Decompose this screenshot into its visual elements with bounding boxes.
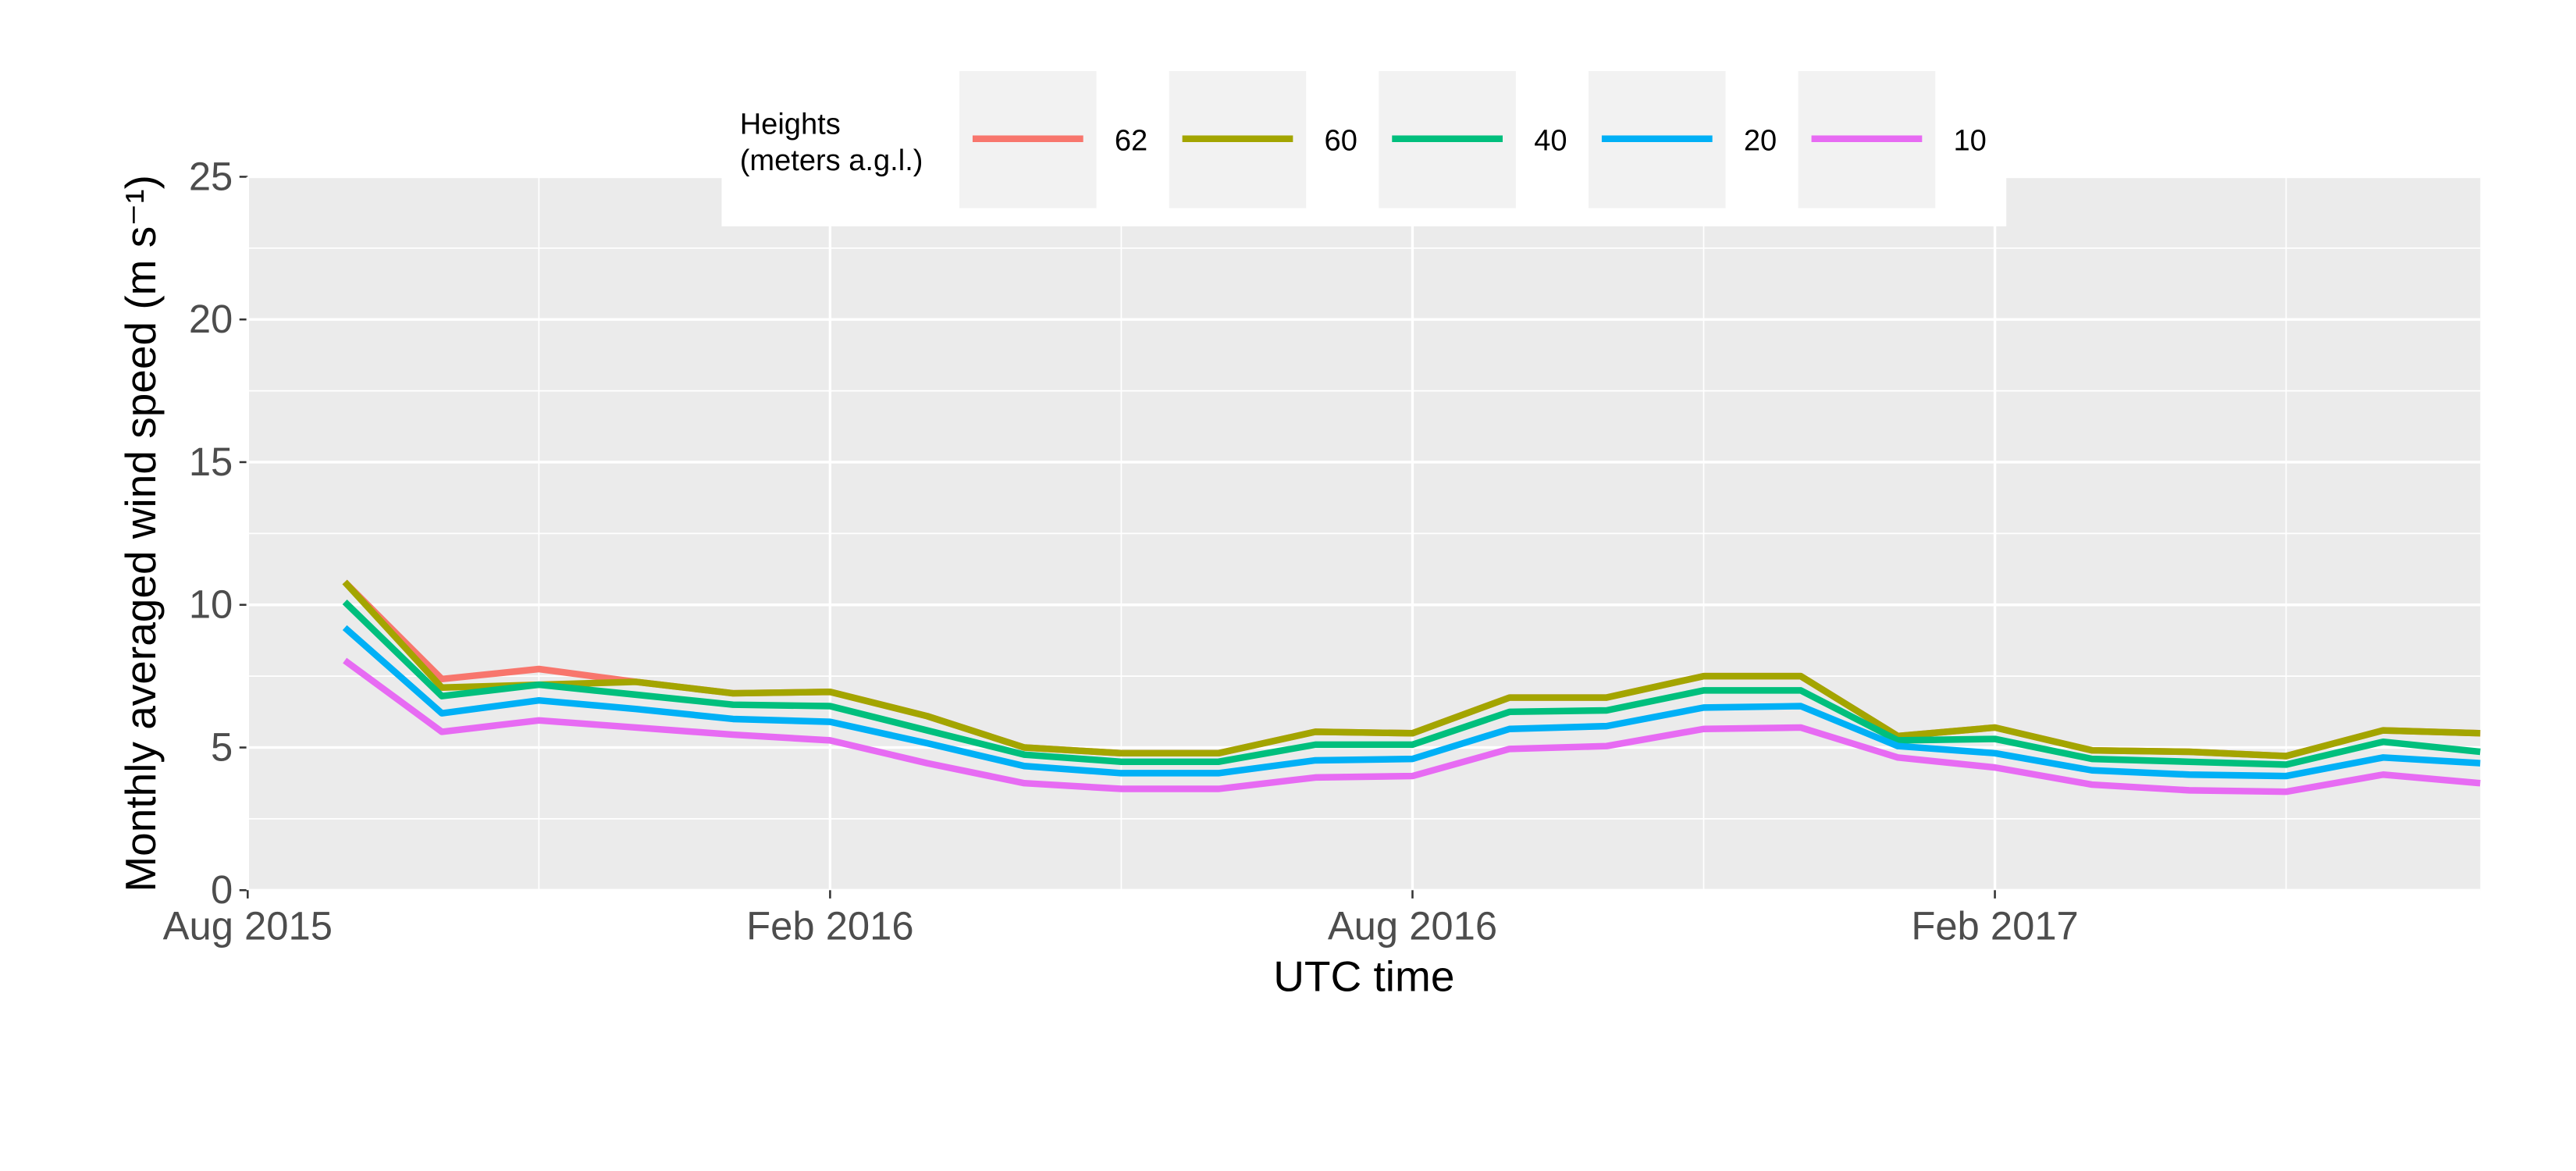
legend-label: 20 — [1744, 125, 1777, 158]
x-axis-title: UTC time — [1273, 952, 1454, 1000]
series-line — [342, 625, 2481, 780]
legend-box — [721, 71, 2007, 226]
y-tick-label: 0 — [211, 867, 233, 912]
series-line — [342, 600, 2481, 768]
series-line — [342, 579, 2481, 760]
x-tick-label: Aug 2016 — [1328, 904, 1497, 949]
y-tick-label: 15 — [189, 440, 233, 484]
legend-label: 60 — [1325, 125, 1357, 158]
plot-panel: 0 5 10 15 20 25 Aug 2015 Feb 2016 Aug 2016 Feb 20… — [163, 154, 2481, 949]
y-axis-title: Monthly averaged wind speed (m s⁻¹) — [116, 175, 165, 892]
x-tick-label: Feb 2017 — [1911, 904, 2078, 949]
legend-label: 10 — [1954, 125, 1987, 158]
y-tick-label: 25 — [189, 154, 233, 198]
legend-label: 40 — [1534, 125, 1567, 158]
series-line — [343, 657, 2481, 795]
y-tick-label: 20 — [189, 297, 233, 341]
legend-title: (meters a.g.l.) — [740, 144, 923, 177]
x-tick-label: Aug 2015 — [163, 904, 333, 949]
legend: Heights (meters a.g.l.) 62 60 40 20 10 — [721, 71, 2007, 226]
y-tick-label: 10 — [189, 582, 233, 627]
y-tick-label: 5 — [211, 724, 233, 769]
x-tick-label: Feb 2016 — [746, 904, 913, 949]
legend-label: 62 — [1115, 125, 1147, 158]
legend-title: Heights — [740, 108, 841, 141]
